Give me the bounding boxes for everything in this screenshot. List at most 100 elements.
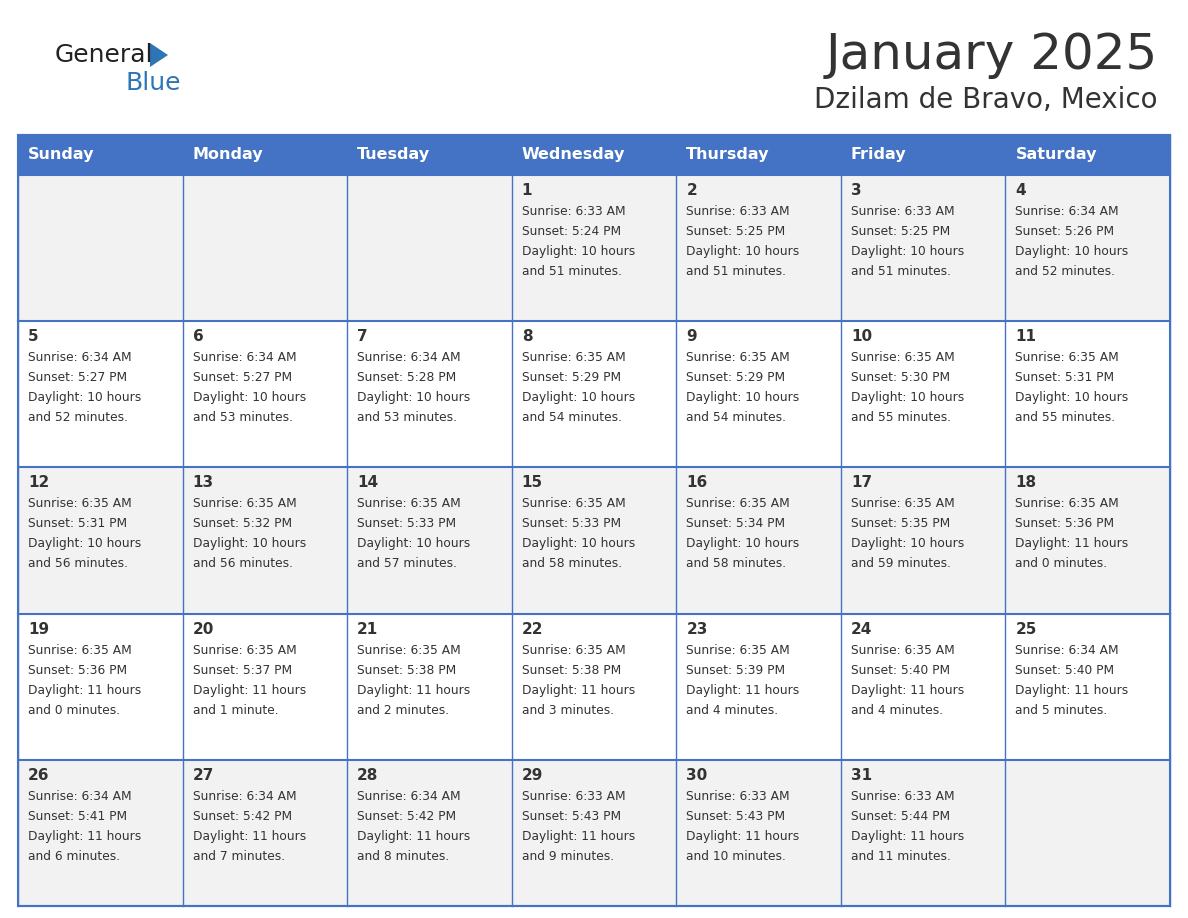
Text: Sunset: 5:32 PM: Sunset: 5:32 PM [192, 518, 292, 531]
Bar [347, 760, 512, 906]
Text: and 0 minutes.: and 0 minutes. [1016, 557, 1107, 570]
Text: 14: 14 [358, 476, 378, 490]
Bar [183, 467, 347, 613]
Text: 13: 13 [192, 476, 214, 490]
Text: Sunrise: 6:35 AM: Sunrise: 6:35 AM [687, 352, 790, 364]
Text: Daylight: 11 hours: Daylight: 11 hours [192, 684, 305, 697]
Text: and 11 minutes.: and 11 minutes. [851, 850, 950, 863]
Text: Sunset: 5:28 PM: Sunset: 5:28 PM [358, 371, 456, 385]
Text: Sunset: 5:42 PM: Sunset: 5:42 PM [192, 810, 292, 823]
Text: General: General [55, 43, 153, 67]
Text: and 51 minutes.: and 51 minutes. [687, 265, 786, 278]
Text: and 10 minutes.: and 10 minutes. [687, 850, 786, 863]
Text: 6: 6 [192, 330, 203, 344]
Text: Sunrise: 6:35 AM: Sunrise: 6:35 AM [687, 498, 790, 510]
Text: Sunset: 5:38 PM: Sunset: 5:38 PM [358, 664, 456, 677]
Text: 28: 28 [358, 767, 379, 783]
Bar [18, 135, 183, 175]
Text: and 2 minutes.: and 2 minutes. [358, 703, 449, 717]
Text: Daylight: 11 hours: Daylight: 11 hours [522, 684, 634, 697]
Text: Sunrise: 6:34 AM: Sunrise: 6:34 AM [29, 789, 132, 803]
Text: Sunrise: 6:35 AM: Sunrise: 6:35 AM [851, 498, 955, 510]
Text: 11: 11 [1016, 330, 1036, 344]
Text: 3: 3 [851, 183, 861, 198]
Text: Sunrise: 6:35 AM: Sunrise: 6:35 AM [29, 644, 132, 656]
Polygon shape [150, 43, 168, 67]
Text: Daylight: 11 hours: Daylight: 11 hours [358, 684, 470, 697]
Text: Daylight: 11 hours: Daylight: 11 hours [29, 684, 141, 697]
Text: Daylight: 11 hours: Daylight: 11 hours [1016, 684, 1129, 697]
Text: Sunrise: 6:33 AM: Sunrise: 6:33 AM [851, 789, 954, 803]
Text: Sunrise: 6:34 AM: Sunrise: 6:34 AM [1016, 644, 1119, 656]
Bar [18, 175, 183, 321]
Text: 12: 12 [29, 476, 49, 490]
Text: Daylight: 11 hours: Daylight: 11 hours [192, 830, 305, 843]
Text: Daylight: 10 hours: Daylight: 10 hours [358, 391, 470, 404]
Text: Sunrise: 6:35 AM: Sunrise: 6:35 AM [1016, 352, 1119, 364]
Text: 18: 18 [1016, 476, 1037, 490]
Bar [183, 613, 347, 760]
Text: Daylight: 10 hours: Daylight: 10 hours [192, 537, 305, 551]
Text: Daylight: 10 hours: Daylight: 10 hours [1016, 245, 1129, 258]
Bar [347, 321, 512, 467]
Text: Sunrise: 6:35 AM: Sunrise: 6:35 AM [851, 644, 955, 656]
Bar [841, 321, 1005, 467]
Text: Sunrise: 6:35 AM: Sunrise: 6:35 AM [29, 498, 132, 510]
Text: January 2025: January 2025 [826, 31, 1158, 79]
Bar [841, 760, 1005, 906]
Text: Sunrise: 6:35 AM: Sunrise: 6:35 AM [192, 644, 296, 656]
Text: Daylight: 11 hours: Daylight: 11 hours [687, 830, 800, 843]
Text: 4: 4 [1016, 183, 1026, 198]
Text: Sunset: 5:40 PM: Sunset: 5:40 PM [1016, 664, 1114, 677]
Text: and 52 minutes.: and 52 minutes. [1016, 265, 1116, 278]
Text: Sunrise: 6:34 AM: Sunrise: 6:34 AM [358, 789, 461, 803]
Text: 26: 26 [29, 767, 50, 783]
Text: and 58 minutes.: and 58 minutes. [522, 557, 621, 570]
Bar [512, 760, 676, 906]
Text: and 53 minutes.: and 53 minutes. [358, 411, 457, 424]
Text: and 52 minutes.: and 52 minutes. [29, 411, 128, 424]
Text: and 4 minutes.: and 4 minutes. [851, 703, 943, 717]
Text: Sunrise: 6:35 AM: Sunrise: 6:35 AM [851, 352, 955, 364]
Text: Sunset: 5:40 PM: Sunset: 5:40 PM [851, 664, 950, 677]
Text: 24: 24 [851, 621, 872, 636]
Text: and 0 minutes.: and 0 minutes. [29, 703, 120, 717]
Text: Daylight: 10 hours: Daylight: 10 hours [522, 245, 634, 258]
Text: Saturday: Saturday [1016, 148, 1097, 162]
Text: Sunset: 5:39 PM: Sunset: 5:39 PM [687, 664, 785, 677]
Text: Daylight: 11 hours: Daylight: 11 hours [851, 830, 965, 843]
Bar [347, 175, 512, 321]
Bar [347, 135, 512, 175]
Text: and 56 minutes.: and 56 minutes. [29, 557, 128, 570]
Bar [841, 175, 1005, 321]
Text: Dzilam de Bravo, Mexico: Dzilam de Bravo, Mexico [815, 86, 1158, 114]
Text: Daylight: 11 hours: Daylight: 11 hours [687, 684, 800, 697]
Text: Daylight: 10 hours: Daylight: 10 hours [851, 245, 965, 258]
Text: Sunset: 5:29 PM: Sunset: 5:29 PM [522, 371, 621, 385]
Text: 27: 27 [192, 767, 214, 783]
Text: 31: 31 [851, 767, 872, 783]
Text: Sunrise: 6:35 AM: Sunrise: 6:35 AM [522, 352, 625, 364]
Bar [1005, 175, 1170, 321]
Text: Sunset: 5:41 PM: Sunset: 5:41 PM [29, 810, 127, 823]
Bar [676, 613, 841, 760]
Text: Sunrise: 6:34 AM: Sunrise: 6:34 AM [192, 789, 296, 803]
Text: Daylight: 10 hours: Daylight: 10 hours [522, 391, 634, 404]
Text: Sunrise: 6:34 AM: Sunrise: 6:34 AM [192, 352, 296, 364]
Bar [676, 467, 841, 613]
Text: Sunset: 5:43 PM: Sunset: 5:43 PM [522, 810, 621, 823]
Text: and 51 minutes.: and 51 minutes. [522, 265, 621, 278]
Text: 1: 1 [522, 183, 532, 198]
Text: Sunset: 5:29 PM: Sunset: 5:29 PM [687, 371, 785, 385]
Text: 21: 21 [358, 621, 379, 636]
Bar [512, 613, 676, 760]
Bar [1005, 613, 1170, 760]
Text: and 53 minutes.: and 53 minutes. [192, 411, 292, 424]
Bar [18, 321, 183, 467]
Text: 19: 19 [29, 621, 49, 636]
Text: and 6 minutes.: and 6 minutes. [29, 850, 120, 863]
Bar [512, 135, 676, 175]
Text: and 57 minutes.: and 57 minutes. [358, 557, 457, 570]
Text: 8: 8 [522, 330, 532, 344]
Text: Sunrise: 6:35 AM: Sunrise: 6:35 AM [522, 498, 625, 510]
